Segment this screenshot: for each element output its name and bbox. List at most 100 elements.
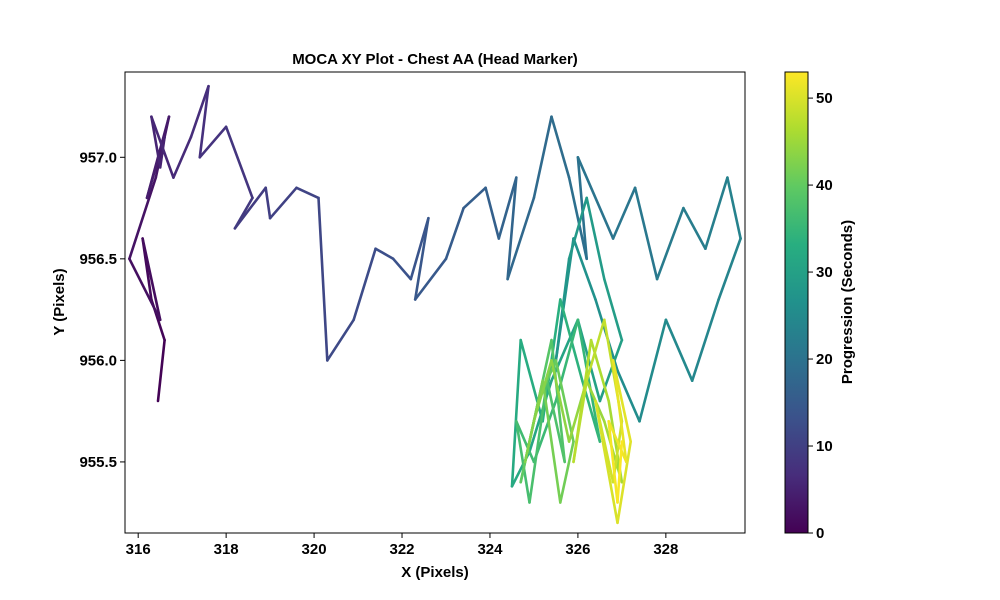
- y-tick-label: 956.5: [79, 251, 117, 268]
- trajectory-segment: [585, 196, 606, 281]
- trajectory-segment: [150, 115, 175, 179]
- trajectory-segment: [558, 440, 575, 504]
- trajectory-segment: [576, 156, 589, 261]
- x-tick-label: 318: [214, 541, 239, 558]
- trajectory-segment: [268, 186, 298, 220]
- trajectory-segment: [413, 257, 448, 301]
- trajectory-segment: [567, 176, 589, 261]
- trajectory-segment: [317, 196, 329, 362]
- trajectory-segment: [611, 186, 637, 240]
- trajectory-segment: [576, 318, 602, 443]
- trajectory-segment: [607, 419, 628, 464]
- trajectory-segment: [602, 277, 624, 342]
- x-tick-label: 328: [653, 541, 678, 558]
- trajectory-segment: [550, 338, 567, 464]
- trajectory-segment: [550, 359, 571, 443]
- plot-frame: [124, 71, 746, 534]
- colorbar-axis: 0 10 20 30 40 50: [808, 90, 833, 542]
- colorbar-tick-label: 10: [816, 438, 833, 455]
- trajectory-segment: [156, 338, 166, 403]
- trajectory-segment: [572, 237, 597, 301]
- trajectory-segment: [128, 176, 158, 261]
- trajectory-segment: [484, 186, 501, 240]
- y-axis-label: Y (Pixels): [51, 268, 68, 335]
- trajectory-segment: [532, 115, 553, 200]
- trajectory-segment: [506, 176, 518, 281]
- trajectory-segment: [158, 135, 166, 169]
- y-tick-label: 955.5: [79, 454, 117, 471]
- trajectory-segment: [506, 196, 536, 281]
- trajectory-segment: [690, 298, 720, 383]
- trajectory-segment: [514, 419, 536, 464]
- trajectory-segment: [325, 318, 356, 362]
- y-axis: 955.5 956.0 956.5 957.0: [79, 149, 125, 471]
- trajectory-segment: [528, 379, 549, 504]
- colorbar-tick-label: 50: [816, 90, 833, 107]
- x-tick-label: 320: [302, 541, 327, 558]
- trajectory-segment: [633, 186, 659, 281]
- trajectory-segment: [391, 257, 413, 281]
- trajectory-segment: [523, 419, 536, 464]
- chart-title: MOCA XY Plot - Chest AA (Head Marker): [292, 51, 578, 68]
- trajectory-segment: [704, 176, 729, 250]
- trajectory-segment: [616, 440, 633, 525]
- x-tick-label: 316: [126, 541, 151, 558]
- trajectory-segment: [594, 399, 619, 525]
- trajectory-segment: [224, 125, 254, 200]
- trajectory-series: [128, 84, 742, 525]
- trajectory-segment: [233, 186, 268, 230]
- trajectory-segment: [616, 440, 624, 504]
- y-tick-label: 957.0: [79, 149, 117, 166]
- trajectory-segment: [572, 379, 589, 464]
- y-tick-label: 956.0: [79, 352, 117, 369]
- trajectory-segment: [638, 318, 668, 423]
- trajectory-segment: [295, 186, 320, 200]
- trajectory-segment: [374, 247, 395, 261]
- trajectory-segment: [664, 318, 694, 383]
- trajectory-segment: [611, 359, 628, 464]
- trajectory-segment: [519, 338, 545, 423]
- trajectory-segment: [607, 419, 619, 504]
- trajectory-segment: [462, 186, 487, 210]
- trajectory-segment: [655, 206, 685, 281]
- x-axis: 316 318 320 322 324 326 328: [126, 533, 678, 558]
- trajectory-segment: [510, 338, 523, 488]
- trajectory-segment: [128, 257, 162, 322]
- trajectory-segment: [567, 196, 589, 261]
- trajectory-segment: [532, 359, 553, 423]
- trajectory-segment: [550, 115, 571, 179]
- x-tick-label: 322: [390, 541, 415, 558]
- trajectory-segment: [616, 369, 641, 423]
- trajectory-segment: [726, 176, 742, 240]
- colorbar-tick-label: 30: [816, 264, 833, 281]
- trajectory-segment: [198, 125, 228, 159]
- colorbar-label: Progression (Seconds): [839, 220, 856, 384]
- x-tick-label: 324: [477, 541, 503, 558]
- trajectory-segment: [189, 84, 210, 139]
- trajectory-segment: [264, 186, 272, 220]
- trajectory-segment: [497, 176, 518, 240]
- trajectory-segment: [598, 338, 624, 403]
- trajectory-segment: [198, 84, 210, 159]
- x-axis-label: X (Pixels): [401, 564, 469, 581]
- trajectory-segment: [589, 338, 611, 403]
- trajectory-segment: [576, 156, 615, 240]
- trajectory-segment: [444, 206, 465, 261]
- trajectory-segment: [352, 247, 377, 322]
- colorbar-tick-label: 20: [816, 351, 833, 368]
- trajectory-segment: [413, 216, 430, 301]
- trajectory-segment: [717, 237, 742, 301]
- trajectory-segment: [682, 206, 707, 250]
- trajectory-segment: [514, 419, 531, 504]
- trajectory-segment: [554, 359, 575, 443]
- trajectory-segment: [545, 379, 567, 464]
- colorbar-tick-label: 0: [816, 525, 824, 542]
- trajectory-segment: [585, 318, 606, 383]
- trajectory-segment: [541, 379, 562, 504]
- trajectory-segment: [554, 318, 580, 403]
- trajectory-segment: [172, 135, 193, 179]
- trajectory-segment: [150, 115, 162, 169]
- x-tick-label: 326: [565, 541, 590, 558]
- colorbar-tick-label: 40: [816, 177, 833, 194]
